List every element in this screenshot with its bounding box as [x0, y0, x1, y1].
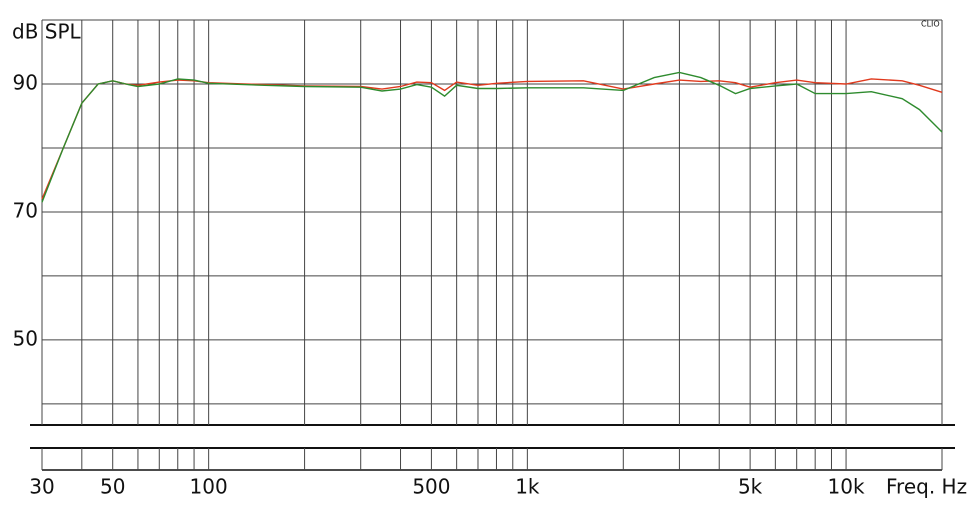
y-tick-label: 70	[13, 198, 38, 222]
x-tick-label: 5k	[738, 475, 763, 499]
y-tick-label: 90	[13, 70, 38, 94]
x-tick-label: 10k	[828, 475, 865, 499]
series-line	[41, 71, 943, 203]
x-tick-label: 1k	[515, 475, 540, 499]
logo: CLIO	[921, 20, 940, 29]
x-axis-label: Freq. Hz	[886, 475, 967, 499]
y-axis-label: dB SPL	[12, 20, 82, 44]
x-tick-label: 500	[412, 475, 450, 499]
x-tick-label: 30	[29, 475, 54, 499]
y-tick-label: 50	[13, 326, 38, 350]
series-line	[41, 78, 943, 200]
x-tick-label: 50	[100, 475, 125, 499]
x-tick-label: 100	[190, 475, 228, 499]
